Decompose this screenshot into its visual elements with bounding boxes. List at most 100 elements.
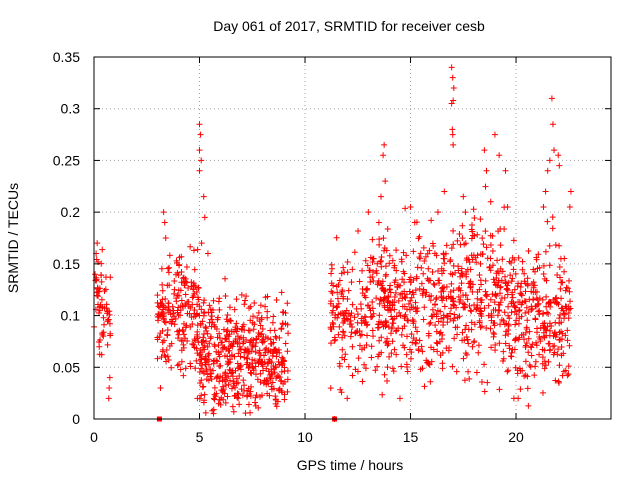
data-point — [271, 346, 278, 353]
data-point — [231, 353, 238, 360]
data-point — [238, 291, 245, 298]
data-point — [395, 281, 402, 288]
data-point — [384, 299, 391, 306]
data-point — [469, 228, 476, 235]
data-point — [193, 345, 200, 352]
data-point — [278, 368, 285, 375]
data-point — [464, 336, 471, 343]
data-point — [558, 295, 565, 302]
data-point — [458, 280, 465, 287]
data-point — [195, 296, 202, 303]
data-point — [192, 283, 199, 290]
data-point — [460, 193, 467, 200]
data-point — [381, 371, 388, 378]
data-point — [403, 252, 410, 259]
data-point — [335, 300, 342, 307]
data-point — [191, 306, 198, 313]
data-point — [460, 300, 467, 307]
data-point — [175, 292, 182, 299]
data-point — [544, 218, 551, 225]
data-point — [515, 320, 522, 327]
data-point — [481, 388, 488, 395]
data-point — [254, 376, 261, 383]
data-point — [180, 341, 187, 348]
data-point — [481, 147, 488, 154]
data-point — [486, 263, 493, 270]
data-point — [393, 351, 400, 358]
data-point — [336, 323, 343, 330]
data-point — [554, 271, 561, 278]
data-point — [556, 320, 563, 327]
data-point — [193, 311, 200, 318]
data-point — [382, 178, 389, 185]
data-point — [214, 316, 221, 323]
data-point — [410, 318, 417, 325]
data-point — [223, 335, 230, 342]
data-point — [405, 317, 412, 324]
data-point — [330, 282, 337, 289]
data-point — [189, 294, 196, 301]
data-point — [235, 350, 242, 357]
axis-ticks — [93, 56, 611, 420]
data-point — [165, 356, 172, 363]
data-point — [483, 291, 490, 298]
data-point — [244, 359, 251, 366]
data-point — [412, 287, 419, 294]
data-point — [562, 303, 569, 310]
data-point — [481, 305, 488, 312]
data-point — [536, 351, 543, 358]
data-point — [264, 314, 271, 321]
data-point — [271, 369, 278, 376]
data-point — [94, 240, 101, 247]
data-point — [463, 333, 470, 340]
data-point — [378, 349, 385, 356]
data-point — [230, 328, 237, 335]
data-point — [182, 291, 189, 298]
data-point — [359, 285, 366, 292]
data-point — [516, 315, 523, 322]
data-point — [349, 343, 356, 350]
data-point — [541, 365, 548, 372]
data-point — [284, 388, 291, 395]
data-point — [425, 360, 432, 367]
data-point — [504, 203, 511, 210]
data-point — [385, 294, 392, 301]
data-point — [276, 374, 283, 381]
data-point — [162, 235, 169, 241]
data-point — [481, 361, 488, 368]
data-point — [415, 347, 422, 354]
data-point — [164, 282, 171, 289]
data-point — [342, 351, 349, 358]
data-point — [159, 281, 166, 288]
data-point — [536, 307, 543, 314]
data-point — [549, 214, 556, 221]
data-point — [165, 269, 172, 276]
data-point — [473, 259, 480, 266]
data-point — [497, 242, 504, 249]
data-point — [177, 366, 184, 373]
data-point — [426, 293, 433, 300]
data-point — [374, 281, 381, 288]
data-point — [182, 324, 189, 331]
data-point — [369, 313, 376, 320]
data-point — [535, 308, 542, 315]
data-point — [528, 352, 535, 359]
data-point — [490, 329, 497, 336]
data-point — [524, 275, 531, 282]
data-point — [544, 323, 551, 330]
x-tick-labels: 0 5 10 15 20 — [90, 429, 524, 445]
data-point — [268, 366, 275, 373]
data-point — [542, 188, 549, 195]
data-point — [528, 306, 535, 313]
data-point — [159, 348, 166, 355]
data-point — [250, 326, 257, 333]
data-point — [200, 399, 207, 406]
data-point — [98, 278, 105, 285]
data-point — [200, 337, 207, 344]
data-point — [475, 342, 482, 349]
data-point — [380, 323, 387, 330]
data-point — [259, 326, 266, 333]
data-point — [478, 378, 485, 385]
data-point — [555, 378, 562, 385]
data-point — [504, 285, 511, 292]
